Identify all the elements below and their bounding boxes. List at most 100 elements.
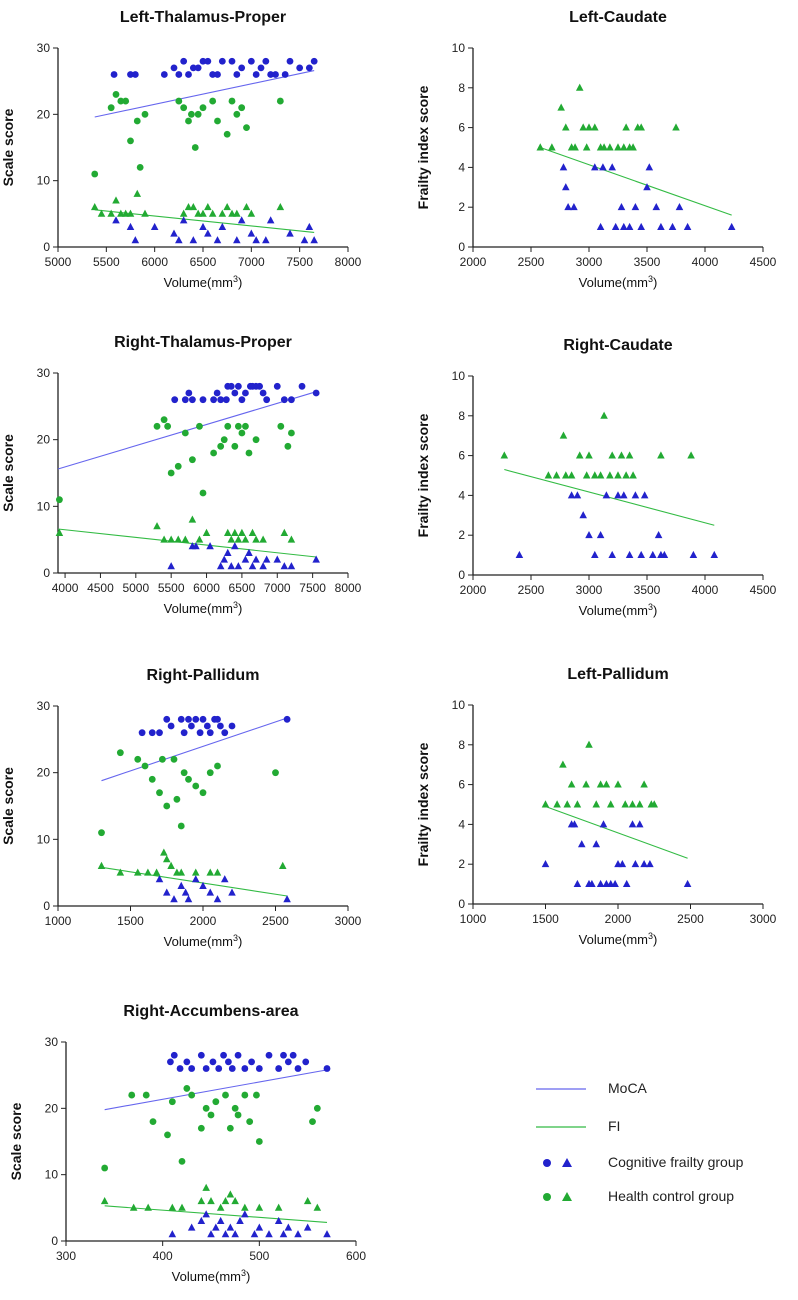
data-point-circle (127, 137, 134, 145)
data-point-triangle (126, 209, 135, 217)
data-point-triangle (160, 848, 168, 856)
data-point-circle (223, 130, 231, 138)
y-axis-label: Scale score (0, 434, 16, 512)
data-point-triangle (218, 209, 227, 217)
x-axis-label-tail: ) (653, 603, 657, 618)
data-point-triangle (167, 861, 175, 869)
y-tick-label: 30 (37, 699, 51, 713)
y-tick-label: 0 (43, 566, 50, 580)
data-point-triangle (622, 879, 631, 888)
legend-item-moca: MoCA (530, 1078, 790, 1100)
data-point-triangle (206, 888, 215, 896)
x-tick-label: 6000 (193, 581, 220, 595)
data-point-triangle (300, 236, 309, 244)
data-point-circle (288, 429, 295, 437)
legend: MoCA FI Cognitive frailty group Health c… (530, 1072, 790, 1212)
x-axis-label-sup: 3 (648, 602, 653, 612)
y-tick-label: 30 (37, 41, 51, 55)
data-point-triangle (245, 548, 253, 556)
data-point-triangle (625, 550, 634, 559)
data-point-triangle (170, 229, 178, 237)
data-point-circle (156, 729, 163, 737)
data-point-circle (163, 715, 171, 723)
data-point-circle (305, 64, 313, 72)
data-point-triangle (144, 1203, 152, 1211)
data-point-triangle (544, 471, 553, 479)
data-point-triangle (223, 528, 232, 536)
data-point-circle (228, 722, 236, 730)
data-point-triangle (541, 800, 550, 808)
data-point-circle (220, 436, 228, 444)
data-point-triangle (234, 562, 243, 570)
data-point-triangle (231, 1197, 239, 1205)
data-point-circle (183, 1058, 191, 1066)
data-point-triangle (191, 875, 200, 883)
data-point-triangle (241, 535, 250, 543)
x-tick-label: 4500 (750, 583, 777, 597)
data-point-triangle (649, 550, 657, 559)
data-point-triangle (562, 471, 570, 479)
legend-item-cognitive-frailty: Cognitive frailty group (530, 1152, 790, 1174)
data-point-circle (180, 729, 188, 737)
y-tick-label: 8 (458, 81, 465, 95)
x-axis-label-tail: ) (246, 1269, 250, 1284)
data-point-triangle (622, 471, 630, 479)
x-tick-label: 1000 (460, 912, 487, 926)
data-point-circle (177, 822, 185, 830)
data-point-triangle (596, 780, 605, 788)
data-point-circle (167, 469, 175, 477)
data-point-triangle (262, 555, 271, 563)
data-point-circle (280, 396, 288, 404)
data-point-triangle (640, 491, 649, 499)
y-tick-label: 0 (43, 240, 50, 254)
y-tick-label: 2 (458, 200, 465, 214)
data-point-triangle (606, 800, 615, 808)
data-point-triangle (614, 780, 622, 788)
data-point-triangle (571, 143, 579, 151)
data-point-triangle (242, 203, 251, 211)
y-tick-label: 20 (37, 107, 51, 121)
data-point-triangle (227, 535, 236, 543)
data-point-circle (280, 1051, 287, 1059)
data-point-triangle (710, 550, 719, 559)
data-point-triangle (599, 820, 608, 828)
data-point-circle (255, 1138, 263, 1145)
data-point-triangle (536, 143, 545, 151)
data-point-triangle (637, 222, 645, 231)
data-point-circle (323, 1065, 331, 1072)
data-point-triangle (500, 451, 509, 459)
data-point-triangle (206, 868, 215, 876)
data-point-circle (185, 715, 192, 723)
data-point-triangle (220, 555, 228, 563)
data-point-triangle (596, 471, 605, 479)
y-axis-label: Frailty index score (415, 413, 431, 537)
data-point-triangle (573, 800, 582, 808)
x-tick-label: 3000 (335, 914, 362, 928)
data-point-triangle (274, 1203, 283, 1211)
data-point-triangle (657, 222, 665, 231)
chart-rp: Right-Pallidum 0 10 20 30 1000 1500 2000 2500 300… (0, 667, 362, 949)
data-point-circle (256, 382, 263, 390)
data-point-triangle (683, 879, 692, 888)
data-point-triangle (628, 800, 637, 808)
data-point-triangle (179, 209, 188, 217)
data-point-circle (227, 382, 235, 390)
data-point-triangle (131, 236, 140, 244)
data-point-triangle (541, 860, 550, 868)
data-point-circle (313, 1104, 321, 1112)
data-point-circle (136, 164, 144, 171)
data-point-circle (275, 1065, 283, 1072)
legend-swatch-health-control (543, 1192, 572, 1201)
data-point-triangle (585, 123, 593, 131)
x-tick-label: 2500 (677, 912, 704, 926)
data-point-circle (238, 104, 246, 112)
data-point-triangle (191, 868, 200, 876)
y-tick-label: 0 (458, 897, 465, 911)
data-point-circle (188, 1065, 196, 1072)
data-point-triangle (233, 236, 241, 244)
data-point-triangle (303, 1223, 312, 1231)
data-point-triangle (184, 203, 193, 211)
y-tick-label: 20 (37, 766, 51, 780)
data-point-circle (206, 729, 214, 737)
data-point-circle (265, 1051, 273, 1059)
